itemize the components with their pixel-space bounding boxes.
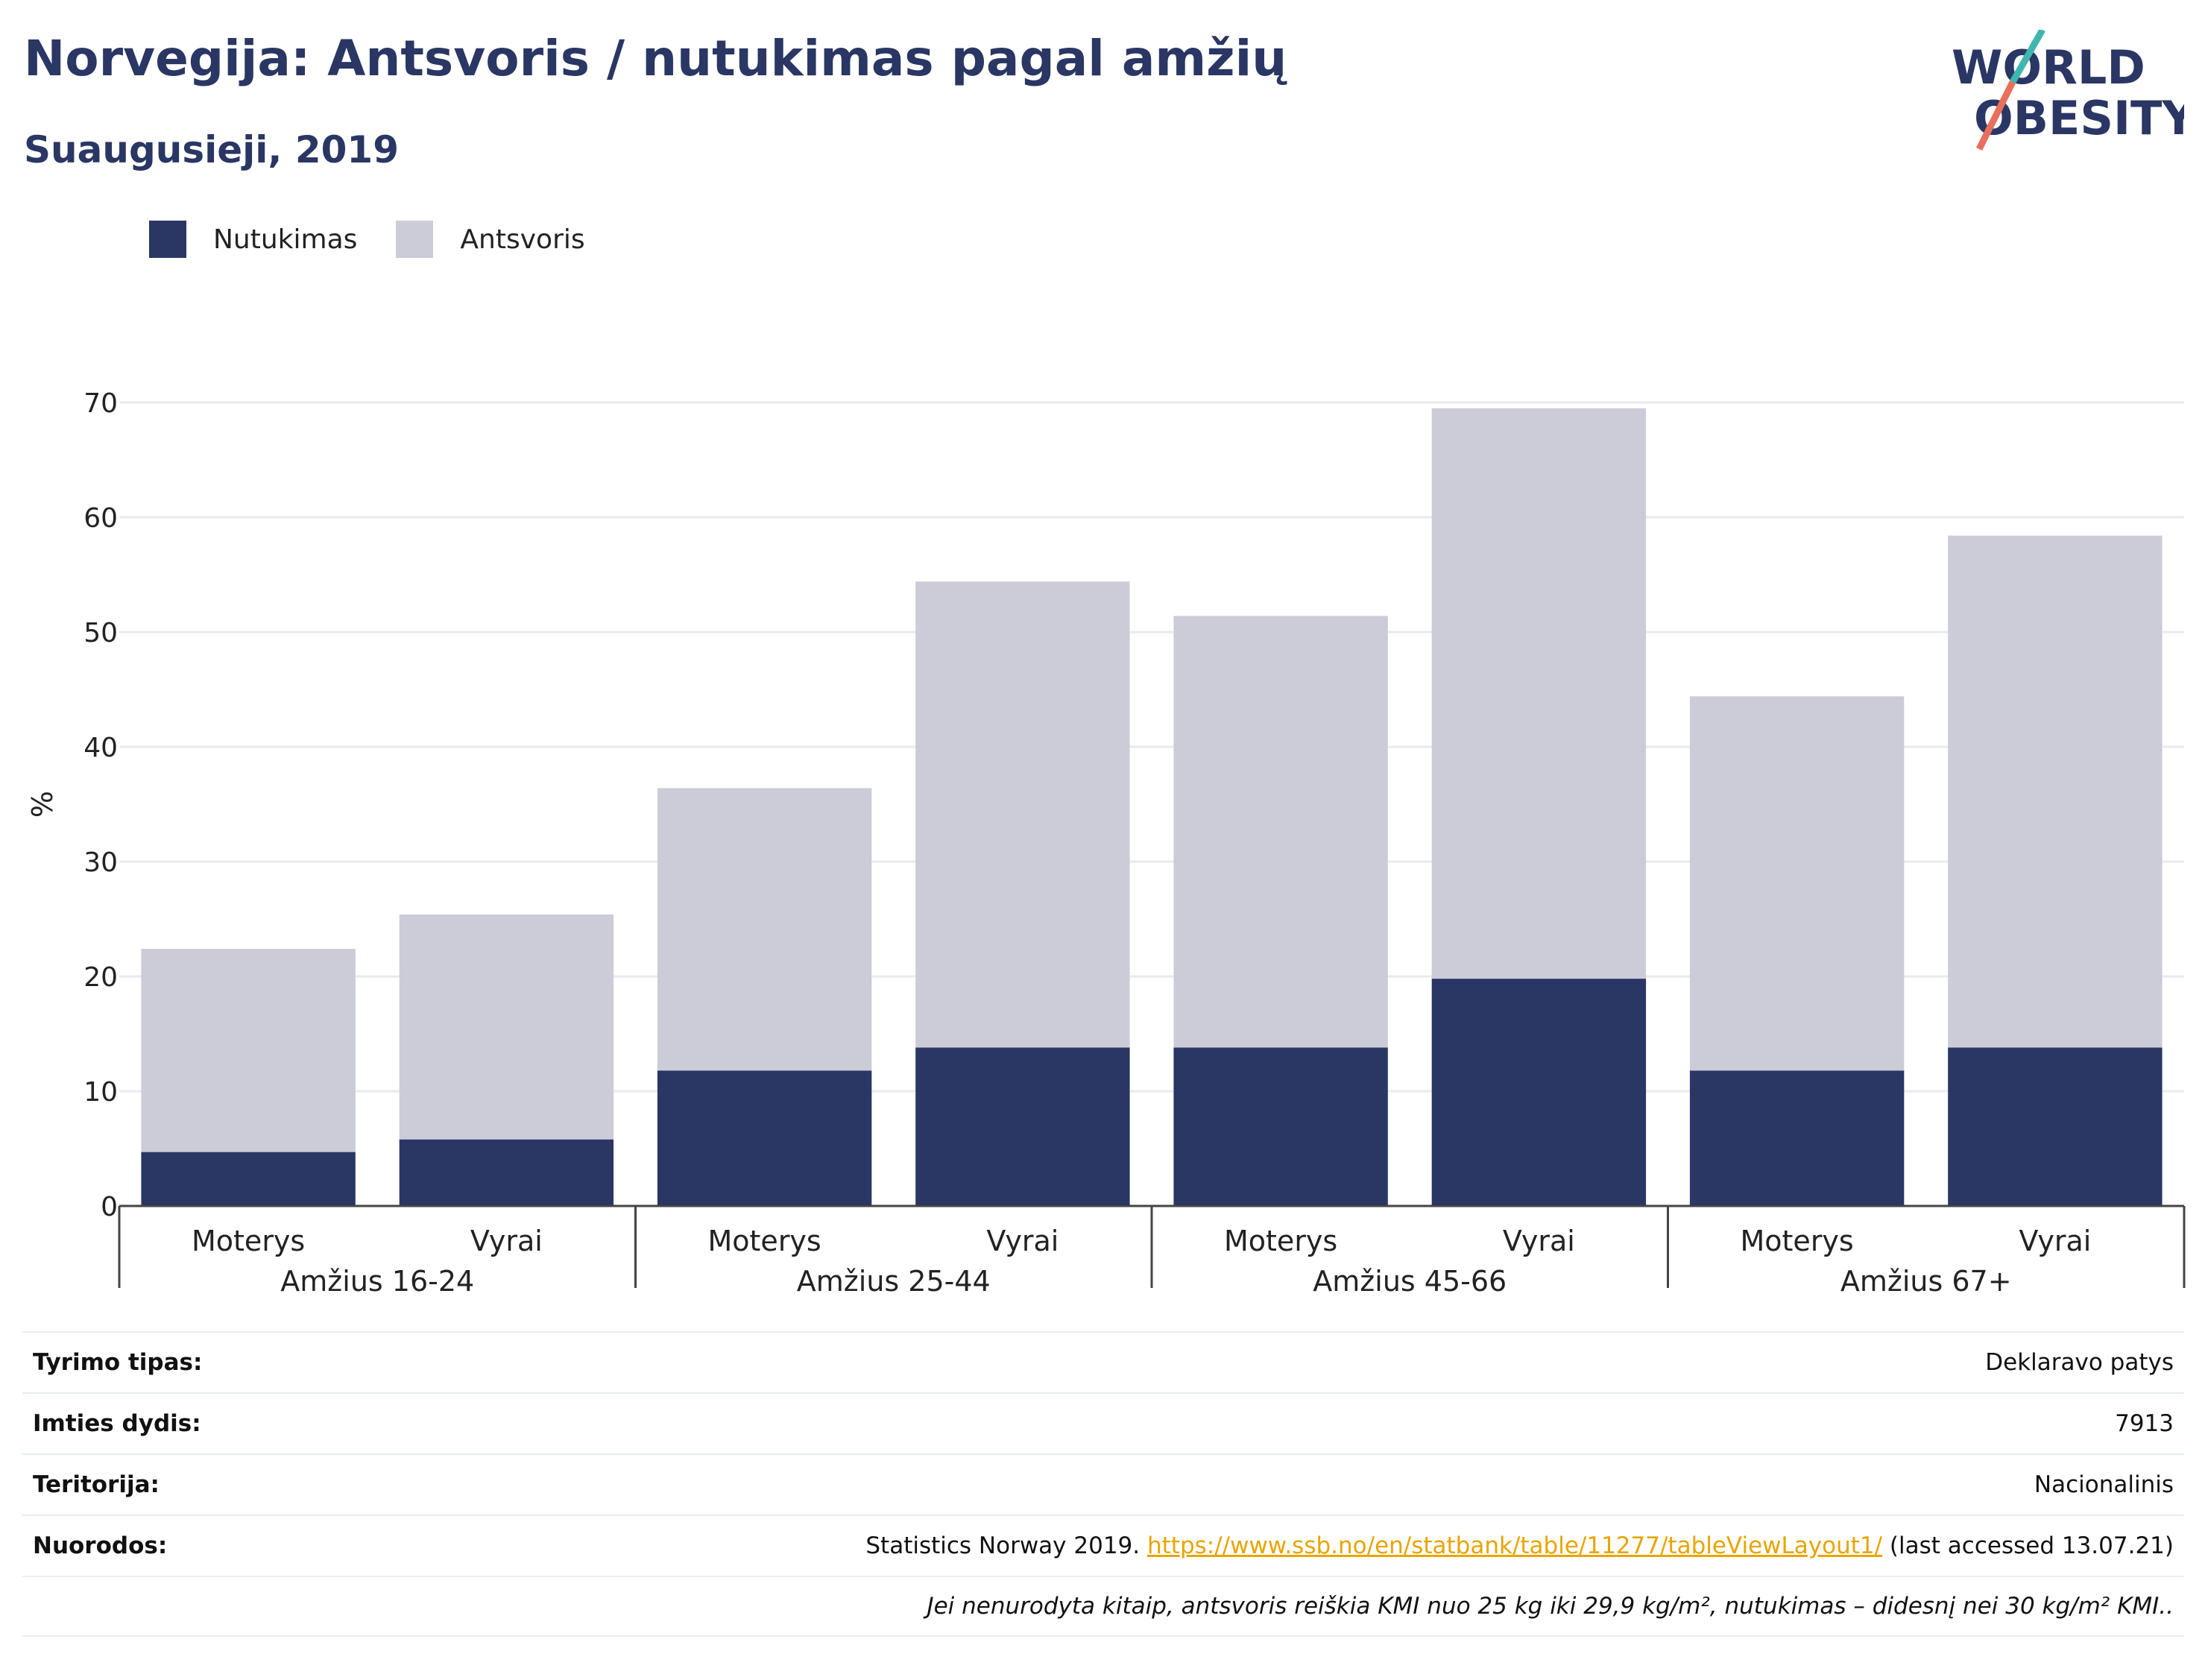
y-tick-label: 70 — [83, 388, 118, 419]
logo-slash-teal — [2010, 30, 2045, 84]
bar-obesity — [1431, 979, 1647, 1206]
y-tick-label: 30 — [83, 847, 118, 878]
info-label: Nuorodos: — [33, 1532, 168, 1559]
bar-obesity — [1173, 1047, 1388, 1206]
group-label: Amžius 67+ — [1840, 1265, 2012, 1298]
info-value-references: Statistics Norway 2019. https://www.ssb.… — [865, 1532, 2174, 1559]
y-axis-label: % — [26, 791, 59, 818]
logo-line2: OBESITY — [1974, 91, 2184, 145]
info-value: Nacionalinis — [2034, 1471, 2174, 1498]
group-label: Amžius 16-24 — [280, 1265, 474, 1298]
definition-note: Jei nenurodyta kitaip, antsvoris reiškia… — [927, 1593, 2174, 1620]
x-tick-label: Vyrai — [1503, 1225, 1575, 1257]
info-label: Imties dydis: — [33, 1410, 201, 1437]
bar-overweight — [1948, 535, 2163, 1048]
info-row-note: Jei nenurodyta kitaip, antsvoris reiškia… — [22, 1576, 2184, 1637]
bar-obesity — [1948, 1047, 2163, 1206]
info-value: Deklaravo patys — [1985, 1349, 2174, 1376]
bar-overweight — [1431, 408, 1647, 979]
info-row-references: Nuorodos: Statistics Norway 2019. https:… — [22, 1515, 2184, 1576]
bar-obesity — [1689, 1070, 1905, 1206]
x-tick-label: Vyrai — [470, 1225, 543, 1257]
y-tick-label: 10 — [83, 1077, 118, 1108]
chart-legend: Nutukimas Antsvoris — [149, 221, 624, 258]
chart-subtitle: Suaugusieji, 2019 — [24, 128, 399, 171]
info-value: 7913 — [2115, 1410, 2174, 1437]
info-row-sample-size: Imties dydis: 7913 — [22, 1392, 2184, 1453]
group-label: Amžius 25-44 — [797, 1265, 991, 1298]
references-suffix: (last accessed 13.07.21) — [1889, 1532, 2174, 1559]
bar-obesity — [915, 1047, 1130, 1206]
info-label: Tyrimo tipas: — [33, 1349, 203, 1376]
x-tick-label: Moterys — [192, 1225, 305, 1257]
legend-swatch-overweight — [396, 221, 434, 258]
bar-overweight — [1173, 616, 1388, 1048]
references-link[interactable]: https://www.ssb.no/en/statbank/table/112… — [1146, 1532, 1883, 1559]
x-tick-label: Moterys — [1224, 1225, 1337, 1257]
y-tick-label: 20 — [83, 962, 118, 993]
legend-swatch-obesity — [149, 221, 186, 258]
y-tick-label: 60 — [83, 503, 118, 534]
bar-overweight — [915, 581, 1130, 1048]
legend-item-obesity: Nutukimas — [149, 221, 357, 258]
y-tick-label: 0 — [101, 1192, 118, 1222]
info-table: Tyrimo tipas: Deklaravo patys Imties dyd… — [22, 1331, 2184, 1637]
y-tick-label: 40 — [83, 733, 118, 763]
info-row-territory: Teritorija: Nacionalinis — [22, 1453, 2184, 1515]
legend-label-obesity: Nutukimas — [213, 224, 358, 255]
stacked-bar-chart: 0 10 20 30 40 50 60 70% Moterys Vyrai Moterys Vyrai… — [26, 388, 2186, 1298]
bar-overweight — [141, 949, 356, 1152]
chart-title: Norvegija: Antsvoris / nutukimas pagal a… — [24, 30, 1287, 87]
bar-obesity — [141, 1152, 356, 1206]
bar-overweight — [657, 788, 872, 1071]
logo-line1: WORLD — [1952, 40, 2145, 95]
group-label: Amžius 45-66 — [1313, 1265, 1507, 1298]
references-prefix: Statistics Norway 2019. — [865, 1532, 1141, 1559]
bar-overweight — [399, 914, 614, 1140]
y-tick-label: 50 — [83, 618, 118, 648]
x-tick-label: Vyrai — [2019, 1225, 2091, 1257]
world-obesity-logo: WORLD OBESITY — [1952, 30, 2184, 151]
bar-obesity — [399, 1139, 614, 1206]
bar-obesity — [657, 1070, 872, 1206]
bar-overweight — [1689, 696, 1905, 1071]
x-tick-label: Vyrai — [986, 1225, 1059, 1257]
info-label: Teritorija: — [33, 1471, 160, 1498]
logo-slash-coral — [1975, 80, 2016, 151]
info-row-survey-type: Tyrimo tipas: Deklaravo patys — [22, 1331, 2184, 1392]
legend-label-overweight: Antsvoris — [460, 224, 585, 255]
x-tick-label: Moterys — [1741, 1225, 1854, 1257]
legend-item-overweight: Antsvoris — [396, 221, 585, 258]
x-tick-label: Moterys — [708, 1225, 821, 1257]
